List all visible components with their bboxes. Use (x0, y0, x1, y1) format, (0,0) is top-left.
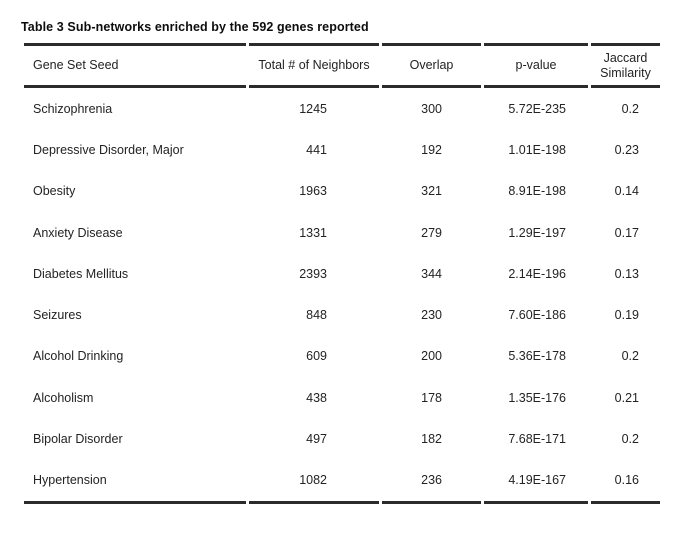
subnetworks-table: Gene Set Seed Total # of Neighbors Overlap… (21, 43, 663, 504)
cell-p-value: 1.01E-198 (508, 142, 566, 157)
cell-jaccard-similarity: 0.16 (591, 460, 660, 504)
cell-jaccard-similarity: 0.17 (614, 225, 639, 240)
table-head: Gene Set Seed Total # of Neighbors Overlap… (24, 43, 660, 88)
cell-p-value: 7.68E-171 (508, 432, 566, 447)
cell-gene-set-seed: Bipolar Disorder (33, 432, 123, 447)
cell-jaccard-similarity: 0.13 (614, 266, 639, 281)
cell-overlap: 192 (421, 142, 442, 157)
cell-jaccard-similarity: 0.19 (614, 308, 639, 323)
cell-gene-set-seed: Anxiety Disease (33, 225, 123, 240)
cell-gene-set-seed: Diabetes Mellitus (33, 266, 129, 281)
cell-p-value: 4.19E-167 (484, 460, 588, 504)
cell-jaccard-similarity: 0.21 (614, 390, 639, 405)
table-body: Schizophrenia 1245 300 5.72E-235 0.2 Depressi… (24, 88, 660, 504)
table-row: Bipolar Disorder 497 182 7.68E-171 0.2 (24, 418, 660, 459)
cell-total-neighbors: 1245 (299, 101, 327, 116)
cell-total-neighbors: 1963 (299, 184, 327, 199)
cell-overlap: 300 (421, 101, 442, 116)
cell-total-neighbors: 2393 (299, 266, 327, 281)
table-row: Alcoholism 438 178 1.35E-176 0.21 (24, 377, 660, 418)
cell-total-neighbors: 441 (306, 142, 327, 157)
cell-gene-set-seed: Alcohol Drinking (33, 349, 124, 364)
cell-p-value: 1.35E-176 (508, 390, 566, 405)
column-header-p-value: p-value (484, 43, 588, 88)
cell-total-neighbors: 848 (306, 308, 327, 323)
cell-total-neighbors: 1082 (249, 460, 379, 504)
cell-p-value: 2.14E-196 (508, 266, 566, 281)
table-row: Diabetes Mellitus 2393 344 2.14E-196 0.13 (24, 253, 660, 294)
cell-total-neighbors: 1331 (299, 225, 327, 240)
cell-overlap: 344 (421, 266, 442, 281)
cell-p-value: 8.91E-198 (508, 184, 566, 199)
cell-gene-set-seed: Obesity (33, 184, 76, 199)
cell-overlap: 279 (421, 225, 442, 240)
cell-jaccard-similarity: 0.14 (614, 184, 639, 199)
cell-p-value: 7.60E-186 (508, 308, 566, 323)
cell-jaccard-similarity: 0.2 (621, 101, 639, 116)
table-header-row: Gene Set Seed Total # of Neighbors Overlap… (24, 43, 660, 88)
cell-p-value: 5.36E-178 (508, 349, 566, 364)
cell-gene-set-seed: Schizophrenia (33, 101, 113, 116)
table-row: Anxiety Disease 1331 279 1.29E-197 0.17 (24, 212, 660, 253)
cell-overlap: 182 (421, 432, 442, 447)
column-header-overlap: Overlap (382, 43, 481, 88)
cell-overlap: 178 (421, 390, 442, 405)
cell-overlap: 200 (421, 349, 442, 364)
cell-gene-set-seed: Depressive Disorder, Major (33, 142, 184, 157)
table-row: Obesity 1963 321 8.91E-198 0.14 (24, 171, 660, 212)
cell-overlap: 321 (421, 184, 442, 199)
cell-jaccard-similarity: 0.23 (614, 142, 639, 157)
cell-p-value: 5.72E-235 (508, 101, 566, 116)
cell-total-neighbors: 438 (306, 390, 327, 405)
cell-gene-set-seed: Seizures (33, 308, 82, 323)
table-row: Depressive Disorder, Major 441 192 1.01E-19… (24, 129, 660, 170)
cell-total-neighbors: 497 (306, 432, 327, 447)
cell-total-neighbors: 609 (306, 349, 327, 364)
table-row: Alcohol Drinking 609 200 5.36E-178 0.2 (24, 336, 660, 377)
table-row: Seizures 848 230 7.60E-186 0.19 (24, 294, 660, 335)
column-header-gene-set-seed: Gene Set Seed (24, 43, 246, 88)
table-caption: Table 3 Sub-networks enriched by the 592… (21, 20, 369, 34)
cell-p-value: 1.29E-197 (508, 225, 566, 240)
cell-gene-set-seed: Hypertension (24, 460, 246, 504)
cell-overlap: 230 (421, 308, 442, 323)
cell-jaccard-similarity: 0.2 (621, 432, 639, 447)
table-row: Schizophrenia 1245 300 5.72E-235 0.2 (24, 88, 660, 129)
table-row: Hypertension 1082 236 4.19E-167 0.16 (24, 460, 660, 504)
cell-jaccard-similarity: 0.2 (621, 349, 639, 364)
cell-gene-set-seed: Alcoholism (33, 390, 94, 405)
cell-overlap: 236 (382, 460, 481, 504)
column-header-total-neighbors: Total # of Neighbors (249, 43, 379, 88)
column-header-jaccard-similarity: Jaccard Similarity (591, 43, 660, 88)
